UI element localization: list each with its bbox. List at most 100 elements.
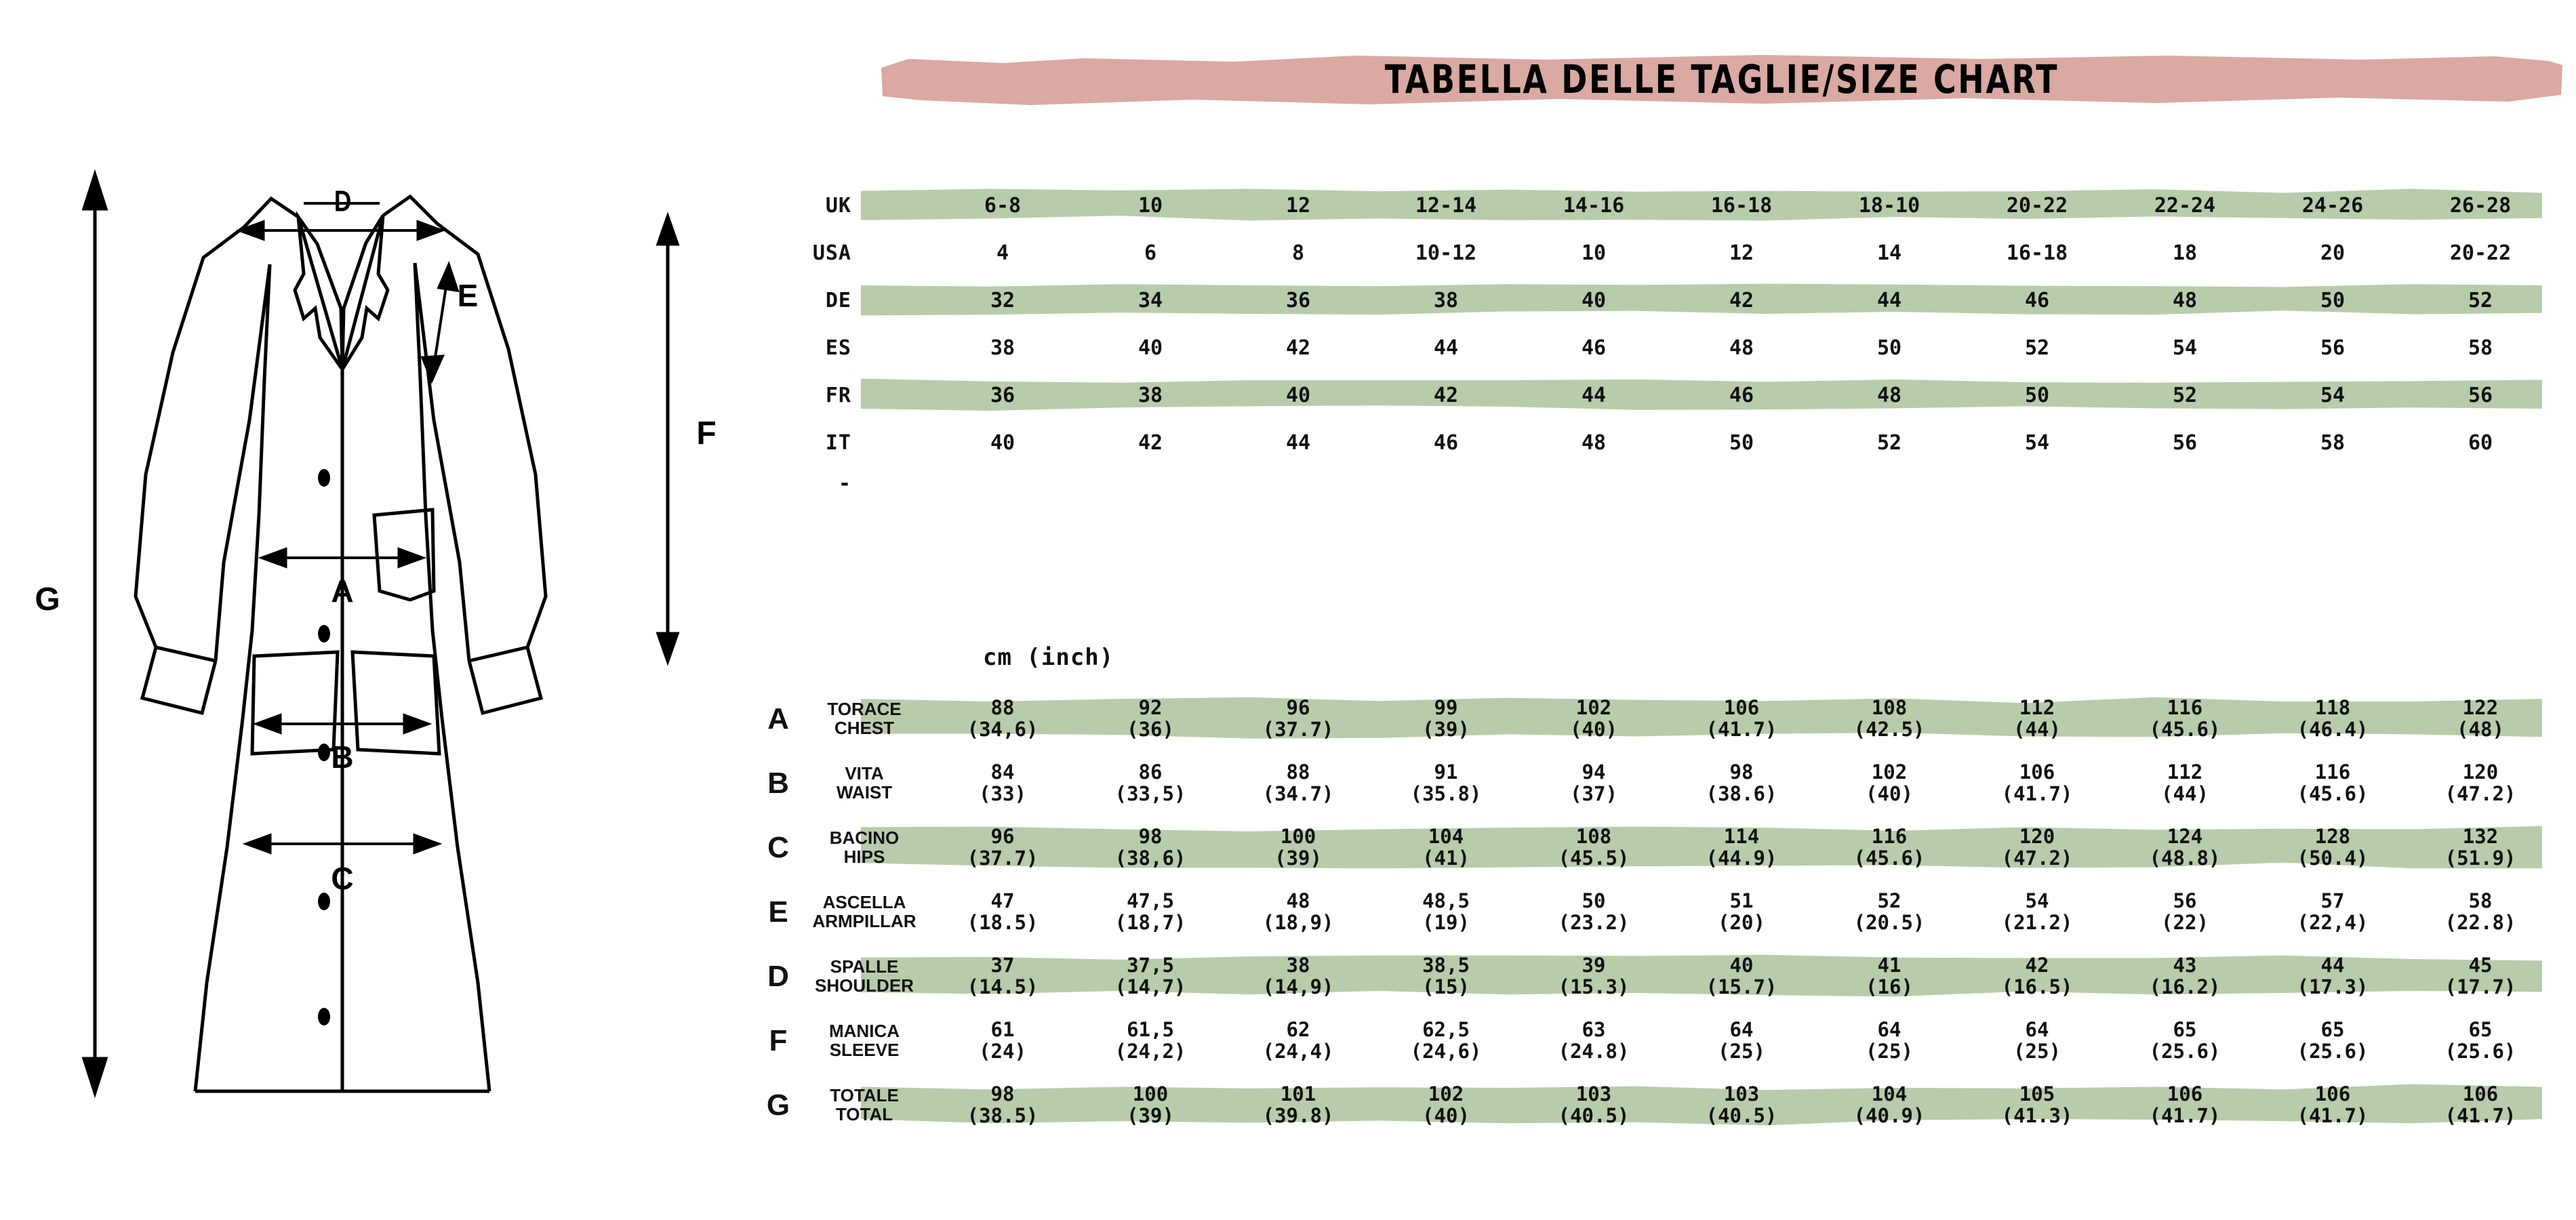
- measure-cell: 48 (18,9): [1224, 880, 1372, 944]
- measure-cell: 39 (15.3): [1520, 944, 1668, 1009]
- measure-cm: 88: [990, 696, 1015, 720]
- measure-name: MANICA SLEEVE: [800, 1009, 929, 1073]
- measure-name-en: SHOULDER: [815, 975, 914, 996]
- measure-cm: 43: [2173, 954, 2197, 977]
- measure-inch: (48.8): [2149, 846, 2221, 870]
- size-cell: 20: [2320, 241, 2346, 265]
- measure-cell: 84 (33): [929, 751, 1076, 815]
- size-cell: 20-22: [2449, 241, 2512, 265]
- dash-row: -: [759, 466, 2576, 500]
- measure-cm: 42: [2025, 954, 2049, 977]
- measure-letter-a: A: [767, 702, 789, 735]
- measure-cm: 128: [2314, 825, 2351, 849]
- measure-cell: 103 (40.5): [1520, 1073, 1668, 1137]
- measure-cell: 64 (25): [1668, 1009, 1815, 1073]
- measure-cell: 120 (47.2): [1963, 815, 2111, 880]
- measure-cm: 65: [2320, 1018, 2345, 1042]
- measure-inch: (38.5): [967, 1103, 1039, 1127]
- measure-cm: 102: [1871, 760, 1908, 784]
- measure-cell: 41 (16): [1815, 944, 1963, 1009]
- measure-cell: 56 (22): [2111, 880, 2259, 944]
- measure-inch: (35.8): [1410, 781, 1482, 805]
- region-label-usa: USA: [812, 241, 851, 265]
- page-title: TABELLA DELLE TAGLIE/SIZE CHART: [1384, 56, 2059, 102]
- measure-cm: 48: [1286, 889, 1310, 913]
- measure-cm: 116: [1871, 825, 1908, 849]
- measure-cm: 94: [1582, 760, 1606, 784]
- measure-cell: 114 (44.9): [1668, 815, 1815, 880]
- measure-name-en: HIPS: [843, 846, 885, 867]
- measure-inch: (24,4): [1262, 1039, 1334, 1063]
- measure-cm: 103: [1723, 1082, 1760, 1106]
- region-label-fr: FR: [825, 383, 851, 407]
- measure-inch: (17.3): [2297, 975, 2369, 998]
- measure-inch: (18,9): [1262, 910, 1334, 934]
- size-cell: 6-8: [984, 193, 1022, 218]
- measure-inch: (33): [979, 781, 1026, 805]
- measure-cell: 132 (51.9): [2407, 815, 2554, 880]
- size-cell: 50: [2320, 288, 2346, 312]
- measure-cm: 62,5: [1422, 1018, 1470, 1042]
- measure-cell: 61 (24): [929, 1009, 1076, 1073]
- measure-cell: 112 (44): [2111, 751, 2259, 815]
- measure-cell: 104 (40.9): [1815, 1073, 1963, 1137]
- measure-cm: 37: [990, 954, 1015, 977]
- measure-inch: (40.5): [1558, 1103, 1630, 1127]
- measure-inch: (41.7): [2297, 1103, 2369, 1127]
- measure-cm: 92: [1138, 696, 1163, 720]
- measure-cm: 124: [2167, 825, 2203, 849]
- measure-name-en: WAIST: [836, 781, 893, 802]
- measure-inch: (36): [1127, 717, 1174, 741]
- size-cell: 6: [1144, 241, 1157, 265]
- size-cell: 52: [1876, 430, 1902, 455]
- measure-inch: (37.7): [1262, 717, 1334, 741]
- svg-text:E: E: [458, 278, 479, 313]
- table-row: DE 32 34 36 38 40 42 44 46 48 50 52: [759, 277, 2576, 324]
- measure-cell: 128 (50.4): [2259, 815, 2407, 880]
- size-cell: 48: [1581, 430, 1607, 455]
- size-cell: 18-10: [1858, 193, 1920, 218]
- measure-letter-c: C: [767, 830, 789, 864]
- measure-cell: 96 (37.7): [929, 815, 1076, 880]
- size-cell: 50: [1876, 336, 1902, 360]
- measure-cm: 86: [1138, 760, 1163, 784]
- measure-inch: (20): [1718, 910, 1765, 934]
- measure-cell: 40 (15.7): [1668, 944, 1815, 1009]
- measure-cell: 101 (39.8): [1224, 1073, 1372, 1137]
- measure-letter-b: B: [767, 766, 789, 800]
- measure-cm: 118: [2314, 696, 2351, 720]
- measure-cm: 47: [990, 889, 1015, 913]
- measure-cm: 41: [1877, 954, 1901, 977]
- measure-inch: (25.6): [2297, 1039, 2369, 1063]
- measure-letter-f: F: [769, 1023, 788, 1057]
- title-banner: TABELLA DELLE TAGLIE/SIZE CHART: [881, 53, 2562, 106]
- size-cell: 38: [1138, 383, 1163, 407]
- measure-inch: (50.4): [2297, 846, 2369, 870]
- measure-inch: (18,7): [1114, 910, 1186, 934]
- measure-cm: 47,5: [1127, 889, 1174, 913]
- measure-cell: 112 (44): [1963, 687, 2111, 751]
- measure-cell: 98 (38.5): [929, 1073, 1076, 1137]
- measure-cm: 101: [1280, 1082, 1316, 1106]
- size-cell: 20-22: [2006, 193, 2068, 218]
- measure-inch: (41): [1422, 846, 1470, 870]
- table-row: B VITA WAIST 84 (33) 86 (33,5) 88 (34.7) 91 (35.8)…: [759, 751, 2576, 815]
- measure-inch: (25.6): [2149, 1039, 2221, 1063]
- measure-cm: 56: [2173, 889, 2197, 913]
- measure-inch: (15.3): [1558, 975, 1630, 998]
- size-cell: 46: [1581, 336, 1607, 360]
- measure-name: ASCELLA ARMPILLAR: [800, 880, 929, 944]
- measure-cell: 116 (45.6): [2259, 751, 2407, 815]
- measure-cm: 116: [2314, 760, 2351, 784]
- size-cell: 10-12: [1415, 241, 1477, 265]
- measure-inch: (44): [2013, 717, 2061, 741]
- measurement-table: A TORACE CHEST 88 (34,6) 92 (36) 96 (37.7) 99 (39)…: [759, 687, 2576, 1137]
- size-cell: 56: [2468, 383, 2493, 407]
- table-row: FR 36 38 40 42 44 46 48 50 52 54 56: [759, 371, 2576, 419]
- measure-inch: (22.8): [2444, 910, 2516, 934]
- svg-text:A: A: [331, 573, 353, 609]
- size-cell: 12-14: [1415, 193, 1477, 218]
- table-row: D SPALLE SHOULDER 37 (14.5) 37,5 (14,7) 38 (14,9…: [759, 944, 2576, 1009]
- measure-cm: 106: [2462, 1082, 2499, 1106]
- measure-cell: 38 (14,9): [1224, 944, 1372, 1009]
